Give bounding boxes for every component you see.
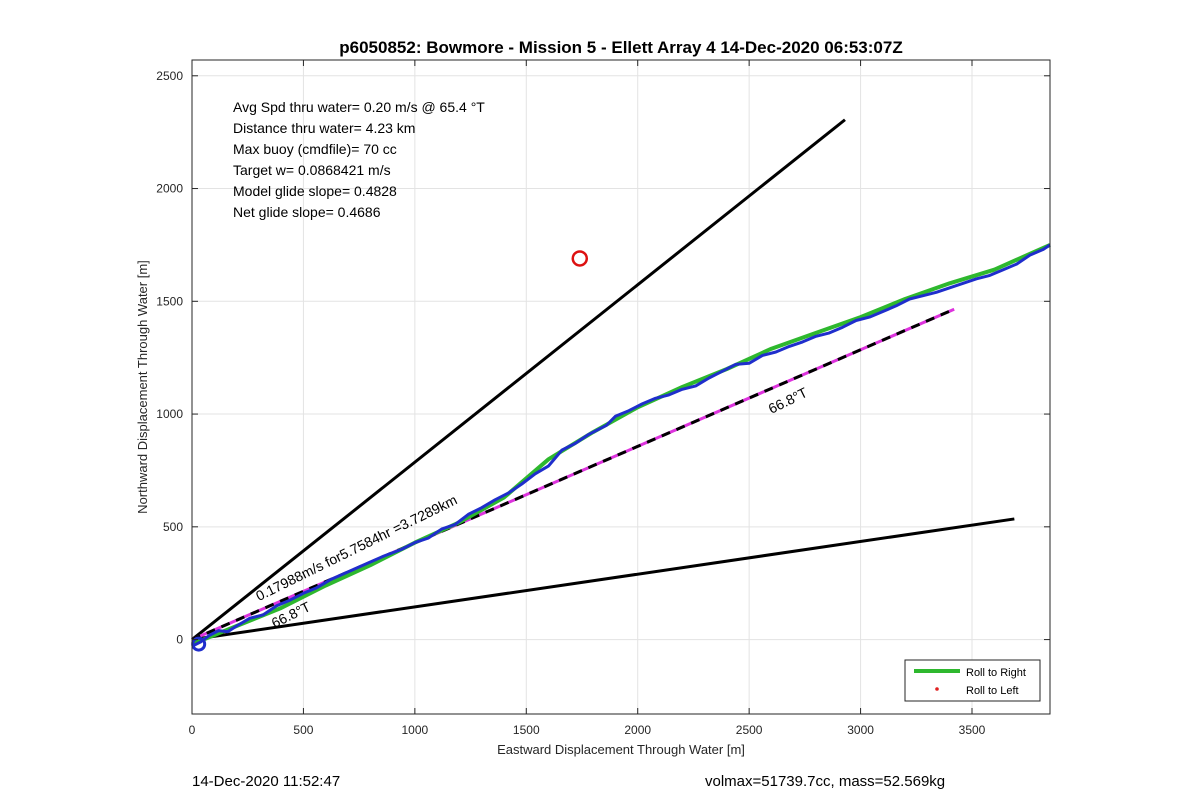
legend-box bbox=[904, 659, 1041, 702]
heading-line-dashed bbox=[191, 307, 955, 641]
stats-line-avg-speed: Avg Spd thru water= 0.20 m/s @ 65.4 °T bbox=[233, 99, 485, 115]
grid bbox=[191, 60, 1050, 714]
x-tick-label: 2000 bbox=[624, 723, 651, 737]
legend-roll-left-label: Roll to Left bbox=[966, 685, 1019, 697]
glide-envelope-line-1 bbox=[191, 118, 846, 641]
y-tick-label: 1500 bbox=[156, 294, 183, 308]
plot-frame bbox=[191, 59, 1051, 715]
x-tick-label: 2500 bbox=[736, 723, 763, 737]
reference-lines bbox=[191, 118, 1015, 642]
legend-roll-right-label: Roll to Right bbox=[966, 667, 1026, 679]
start-position-marker bbox=[191, 636, 207, 652]
y-tick-label: 1000 bbox=[156, 407, 183, 421]
x-tick-label: 3500 bbox=[959, 723, 986, 737]
y-tick-label: 0 bbox=[176, 633, 183, 647]
legend-roll-left-swatch bbox=[935, 687, 939, 691]
x-tick-label: 3000 bbox=[847, 723, 874, 737]
glide-envelope-line-2 bbox=[191, 517, 1015, 642]
stats-line-model-glide: Model glide slope= 0.4828 bbox=[233, 183, 397, 199]
axis-ticks: 0 500 1000 1500 2000 2500 3000 3500 0 500 1000 1500… bbox=[156, 60, 1050, 737]
stats-line-target-w: Target w= 0.0868421 m/s bbox=[233, 162, 391, 178]
footer-timestamp: 14-Dec-2020 11:52:47 bbox=[192, 773, 341, 790]
stats-line-net-glide: Net glide slope= 0.4686 bbox=[233, 204, 381, 220]
legend: Roll to Right Roll to Left bbox=[904, 659, 1041, 702]
chart-title: p6050852: Bowmore - Mission 5 - Ellett A… bbox=[339, 38, 902, 57]
y-tick-label: 500 bbox=[163, 520, 183, 534]
target-waypoint-marker bbox=[571, 250, 589, 267]
series-layer bbox=[191, 243, 1051, 648]
x-axis-label: Eastward Displacement Through Water [m] bbox=[497, 742, 745, 757]
stats-line-distance: Distance thru water= 4.23 km bbox=[233, 120, 415, 136]
plot-background bbox=[192, 60, 1050, 714]
stats-text-block: Avg Spd thru water= 0.20 m/s @ 65.4 °T D… bbox=[233, 99, 485, 220]
marker-layer bbox=[191, 250, 589, 652]
y-tick-label: 2000 bbox=[156, 182, 183, 196]
y-axis-label: Northward Displacement Through Water [m] bbox=[135, 260, 150, 514]
x-tick-label: 0 bbox=[189, 723, 196, 737]
x-tick-label: 500 bbox=[293, 723, 313, 737]
x-tick-label: 1500 bbox=[513, 723, 540, 737]
y-tick-label: 2500 bbox=[156, 69, 183, 83]
stats-line-max-buoy: Max buoy (cmdfile)= 70 cc bbox=[233, 141, 397, 157]
x-tick-label: 1000 bbox=[402, 723, 429, 737]
series-glider-track bbox=[191, 243, 1051, 648]
footer-volume-mass: volmax=51739.7cc, mass=52.569kg bbox=[705, 773, 946, 790]
